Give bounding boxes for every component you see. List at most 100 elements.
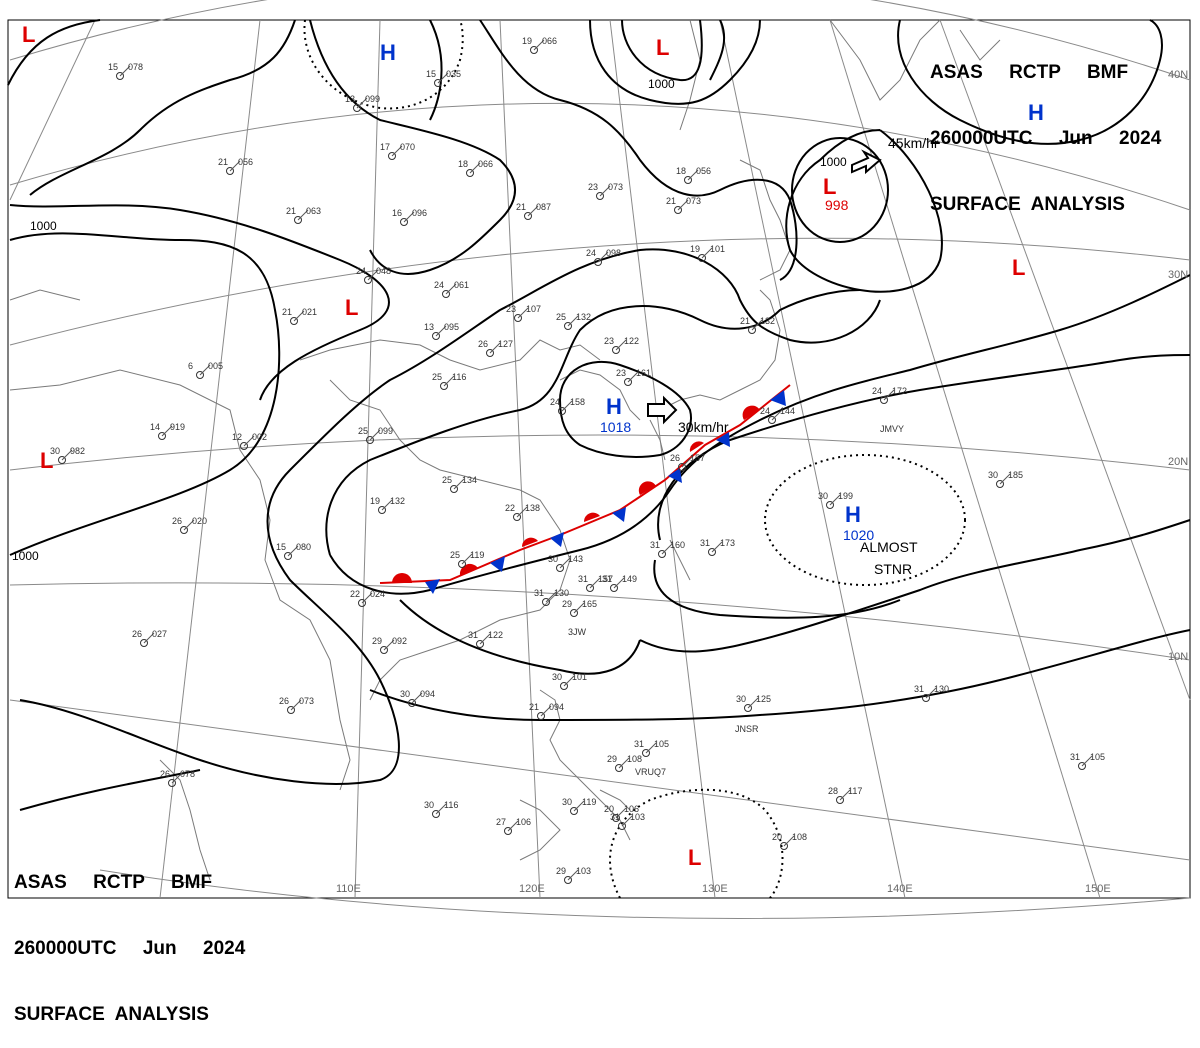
header-top-line1: ASAS RCTP BMF [930, 62, 1129, 83]
high-pressure-value: 1018 [600, 419, 631, 435]
station-temperature: 15 [276, 542, 286, 552]
station-temperature: 25 [358, 426, 368, 436]
wind-barb [540, 705, 552, 717]
station-circle [450, 485, 458, 493]
station-plot: 30 119 [562, 797, 596, 815]
station-plot: 20 108 [772, 832, 807, 850]
svg-text:1000: 1000 [12, 549, 39, 563]
station-plot: 27 106 [496, 817, 531, 835]
station-circle [658, 550, 666, 558]
station-plot: 20 106 [604, 804, 639, 822]
coastlines [9, 19, 1001, 881]
wind-barb [461, 553, 473, 565]
station-pressure: 122 [488, 630, 503, 640]
wind-barb [563, 675, 575, 687]
svg-text:JMVY: JMVY [880, 424, 904, 434]
station-pressure: 149 [622, 574, 637, 584]
wind-barb [367, 269, 379, 281]
wind-barb [751, 319, 763, 331]
station-temperature: 23 [506, 304, 516, 314]
wind-barb [171, 772, 183, 784]
station-circle [564, 322, 572, 330]
station-plot: 16 096 [392, 208, 427, 226]
station-temperature: 12 [232, 432, 242, 442]
station-circle [684, 176, 692, 184]
station-temperature: 29 [607, 754, 617, 764]
station-pressure: 073 [299, 696, 314, 706]
station-pressure: 078 [180, 769, 195, 779]
station-pressure: 099 [378, 426, 393, 436]
station-temperature: 15 [426, 69, 436, 79]
station-pressure: 117 [848, 786, 862, 796]
station-circle [708, 548, 716, 556]
station-circle [624, 378, 632, 386]
station-circle [380, 646, 388, 654]
pressure-centers: L H L H L L L L H H L [22, 22, 1044, 870]
station-temperature: 28 [828, 786, 838, 796]
station-circle [880, 396, 888, 404]
station-pressure: 157 [598, 574, 613, 584]
svg-text:3JW: 3JW [568, 627, 587, 637]
station-pressure: 106 [516, 817, 531, 827]
station-pressure: 143 [568, 554, 583, 564]
station-circle [826, 501, 834, 509]
header-top-line2: 260000UTC Jun 2024 [930, 128, 1162, 149]
high-center-east-china-sea: H [606, 394, 622, 419]
station-circle [570, 609, 578, 617]
station-pressure: 048 [376, 266, 391, 276]
station-temperature: 13 [345, 94, 355, 104]
wind-barb [597, 251, 609, 263]
wind-barb [559, 557, 571, 569]
station-plot: 22 024 [350, 589, 385, 607]
station-circle [284, 552, 292, 560]
station-temperature: 19 [690, 244, 700, 254]
header-top-line3: SURFACE ANALYSIS [930, 194, 1125, 215]
station-plot: 29 092 [372, 636, 407, 654]
station-temperature: 21 [218, 157, 228, 167]
almost-label: ALMOST [860, 539, 918, 555]
station-pressure: 173 [720, 538, 735, 548]
station-plot: 30 982 [50, 446, 85, 464]
station-plot: 21 021 [282, 307, 317, 325]
wind-barb [783, 835, 795, 847]
wind-barb [183, 519, 195, 531]
station-circle [618, 822, 626, 830]
wind-barb [613, 577, 625, 589]
station-pressure: 056 [696, 166, 711, 176]
station-circle [196, 371, 204, 379]
low-center-cyclone: L [823, 174, 836, 199]
station-plot: 23 107 [506, 304, 541, 322]
station-circle [615, 764, 623, 772]
high-center-northeast: H [1028, 100, 1044, 125]
station-plot: 25 132 [556, 312, 591, 330]
station-circle [612, 346, 620, 354]
station-temperature: 21 [740, 316, 750, 326]
station-temperature: 30 [562, 797, 572, 807]
station-temperature: 31 [650, 540, 660, 550]
station-circle [748, 326, 756, 334]
station-circle [612, 814, 620, 822]
station-ids: JMVY JNSR VRUQ7 3JW [568, 424, 904, 777]
wind-barb [829, 494, 841, 506]
station-circle [698, 254, 706, 262]
station-pressure: 172 [892, 386, 907, 396]
station-temperature: 31 [1070, 752, 1080, 762]
station-circle [674, 206, 682, 214]
station-plot: 24 158 [550, 397, 585, 415]
station-plot: 30 199 [818, 491, 853, 509]
graticule-labels: 40N 30N 20N 10N 110E 120E 130E 140E 150E [336, 69, 1188, 895]
station-temperature: 16 [392, 208, 402, 218]
station-plot: 29 103 [556, 866, 591, 884]
station-circle [642, 749, 650, 757]
station-plot: 21 132 [740, 316, 775, 334]
station-circle [440, 382, 448, 390]
station-pressure: 080 [296, 542, 311, 552]
station-plot: 21 094 [529, 702, 564, 720]
annotations: 45km/hr 30km/hr ALMOST STNR [678, 135, 939, 577]
station-pressure: 099 [365, 94, 380, 104]
station-circle [1078, 762, 1086, 770]
station-temperature: 22 [350, 589, 360, 599]
station-plot: 18 056 [676, 166, 711, 184]
station-plot: 30 185 [988, 470, 1023, 488]
station-temperature: 24 [872, 386, 882, 396]
